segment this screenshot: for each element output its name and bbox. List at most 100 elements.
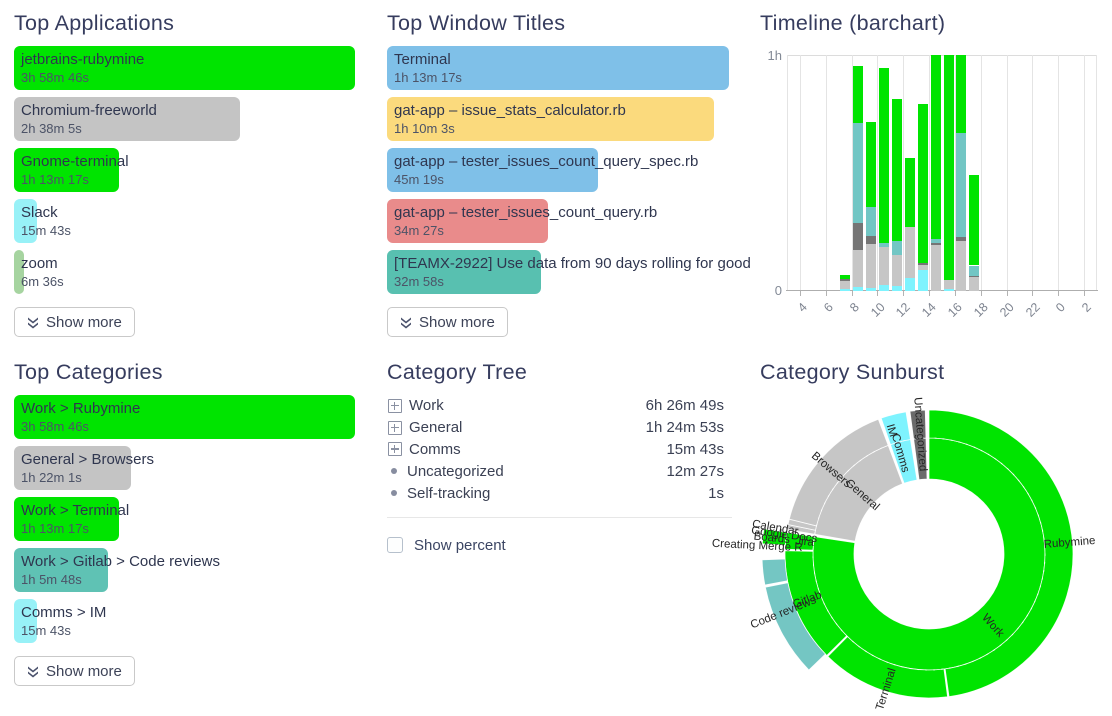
list-item: Comms > IM 15m 43s [14, 599, 355, 643]
axis-tick [1032, 291, 1034, 296]
list-item: Terminal 1h 13m 17s [387, 46, 729, 90]
tree-row-comms: Comms 15m 43s [387, 439, 732, 461]
sunburst-arc-creating-merge-r [761, 558, 788, 586]
duration-bar [14, 446, 132, 490]
timeline-bar-segment [904, 278, 915, 291]
list-item: General > Browsers 1h 22m 1s [14, 446, 355, 490]
tree-duration: 1h 24m 53s [645, 419, 724, 437]
timeline-bar-segment [904, 227, 915, 279]
bullet-icon [388, 487, 400, 499]
sunburst-label-boards: Boards [753, 531, 791, 547]
tree-row-self-tracking: Self-tracking 1s [387, 482, 732, 504]
timeline-bar-segment [891, 254, 902, 286]
expand-plus-icon[interactable] [388, 420, 402, 435]
duration-bar [387, 250, 541, 294]
show-percent-row: Show percent [387, 537, 732, 554]
plot-right-edge [1096, 55, 1097, 291]
duration-bar [14, 199, 37, 243]
sunburst-ring-separator [812, 437, 1046, 671]
bar-name: gat-app – tester_issues_count_query_spec… [394, 153, 699, 170]
bar-name: General > Browsers [21, 451, 154, 468]
y-axis-label-0: 0 [774, 283, 782, 298]
timeline-bar-segment [878, 242, 889, 247]
timeline-bar-segment [969, 265, 980, 276]
timeline-bar-segment [891, 98, 902, 242]
bar-name: Chromium-freeworld [21, 102, 157, 119]
x-tick-label: 18 [970, 300, 991, 320]
timeline-bar-segment [969, 275, 980, 278]
list-item: gat-app – issue_stats_calculator.rb 1h 10… [387, 97, 729, 141]
show-percent-label: Show percent [414, 536, 506, 554]
gridline [877, 55, 879, 291]
tree-duration: 6h 26m 49s [645, 397, 724, 415]
category-tree-title: Category Tree [387, 360, 528, 384]
duration-bar [14, 148, 119, 192]
show-more-button[interactable]: Show more [14, 307, 135, 337]
tree-row-general: General 1h 24m 53s [387, 417, 732, 439]
bar-name: Work > Gitlab > Code reviews [21, 553, 220, 570]
list-item: Work > Terminal 1h 13m 17s [14, 497, 355, 541]
show-percent-checkbox[interactable] [387, 537, 403, 554]
x-tick-label: 8 [846, 300, 862, 315]
timeline-bar-segment [866, 207, 876, 236]
category-sunburst-panel: Category Sunburst Work Rubymine Terminal Gi… [712, 359, 1112, 716]
bar-name: Work > Terminal [21, 502, 130, 519]
timeline-bar-segment [866, 243, 876, 288]
sunburst-arc-im [880, 411, 911, 446]
gridline [954, 55, 956, 291]
axis-tick [980, 291, 982, 296]
bar-duration: 15m 43s [21, 223, 71, 238]
timeline-bar-segment [943, 54, 954, 280]
timeline-bar-segment [956, 54, 967, 133]
bar-name: gat-app – tester_issues_count_query.rb [394, 204, 658, 221]
gridline [929, 55, 931, 291]
sunburst-label-creating-merge-r: Creating Merge R [712, 538, 803, 554]
list-item: gat-app – tester_issues_count_query_spec… [387, 148, 729, 192]
bar-duration: 1h 13m 17s [21, 521, 89, 536]
top-window-titles-panel: Top Window Titles Terminal 1h 13m 17s gat-… [387, 10, 751, 337]
top-categories-title: Top Categories [14, 360, 163, 384]
bar-name: gat-app – issue_stats_calculator.rb [394, 102, 626, 119]
top-applications-title: Top Applications [14, 11, 175, 35]
timeline-bar-segment [891, 241, 902, 255]
top-categories-list: Work > Rubymine 3h 58m 46s General > Brows… [14, 395, 355, 643]
bar-text: Gnome-terminal 1h 13m 17s [14, 148, 129, 188]
bar-name: Comms > IM [21, 604, 107, 621]
x-tick-label: 16 [945, 300, 965, 320]
bar-name: Slack [21, 204, 58, 221]
axis-tick [1084, 291, 1086, 296]
bar-duration: 3h 58m 46s [21, 70, 89, 85]
timeline-bar-segment [866, 287, 876, 291]
show-more-button[interactable]: Show more [387, 307, 508, 337]
timeline-bar-segment [917, 265, 928, 270]
sunburst-label-jira: Jira [795, 535, 815, 549]
timeline-bar-segment [853, 66, 864, 123]
bar-name: Gnome-terminal [21, 153, 129, 170]
bar-text: gat-app – issue_stats_calculator.rb 1h 10… [387, 97, 626, 137]
list-item: jetbrains-rubymine 3h 58m 46s [14, 46, 355, 90]
bar-text: [TEAMX-2922] Use data from 90 days rolli… [387, 250, 751, 290]
chevron-double-down-icon [401, 317, 411, 328]
show-more-button[interactable]: Show more [14, 656, 135, 686]
duration-bar [14, 250, 24, 294]
timeline-bar-segment [904, 158, 915, 228]
sunburst-arc-rubymine [928, 409, 1074, 698]
expand-plus-icon[interactable] [388, 442, 402, 457]
expand-plus-icon[interactable] [388, 398, 402, 413]
bullet-icon [388, 465, 400, 477]
tree-row-uncategorized: Uncategorized 12m 27s [387, 460, 732, 482]
sunburst-arc-code-reviews [764, 582, 826, 671]
bar-text: gat-app – tester_issues_count_query_spec… [387, 148, 698, 188]
sunburst-arc-browsers [788, 418, 889, 527]
bar-duration: 3h 58m 46s [21, 419, 89, 434]
list-item: Work > Gitlab > Code reviews 1h 5m 48s [14, 548, 355, 592]
timeline-bar-segment [956, 237, 967, 241]
timeline-bar-segment [956, 241, 967, 291]
category-tree-panel: Category Tree Work 6h 26m 49s General 1h 24… [387, 359, 732, 554]
sunburst-arc-terminal [827, 636, 948, 699]
timeline-bar-segment [930, 244, 941, 291]
timeline-bar-segment [840, 274, 851, 279]
tree-label: Comms [409, 440, 461, 458]
timeline-bar-segment [840, 280, 851, 290]
timeline-bar-segment [866, 235, 876, 244]
